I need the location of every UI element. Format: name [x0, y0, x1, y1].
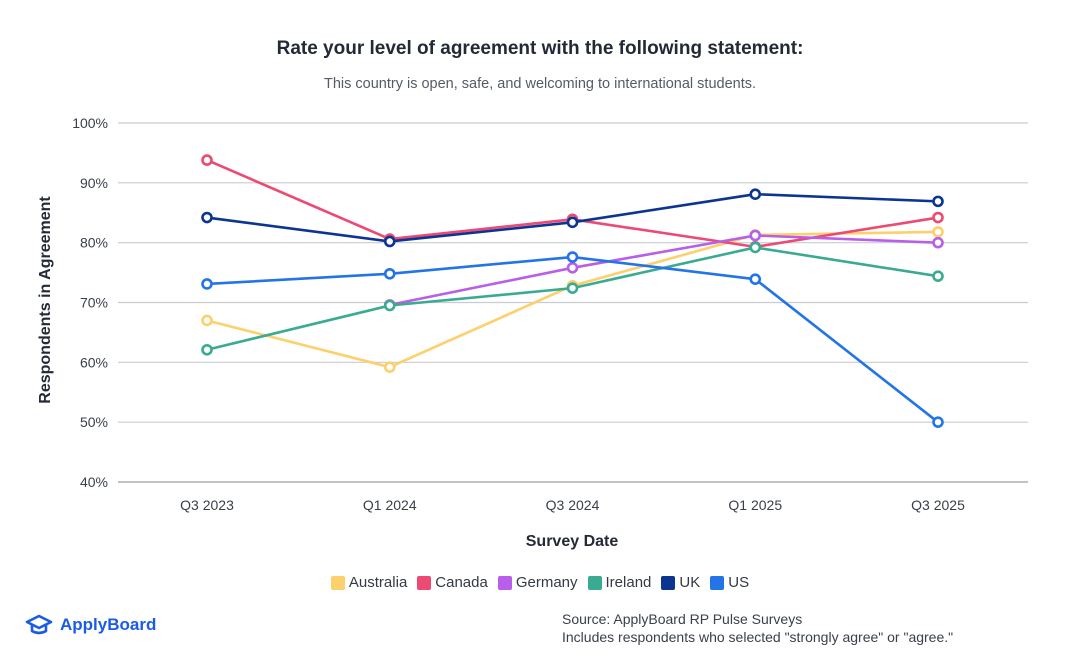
data-point-uk: [566, 216, 579, 229]
legend: Australia Canada Germany Ireland UK US: [0, 574, 1080, 591]
legend-item-uk: UK: [661, 574, 700, 591]
data-point-germany: [566, 261, 579, 274]
legend-item-us: US: [710, 574, 749, 591]
series-line-canada: [206, 158, 939, 249]
y-tick-label: 60%: [80, 354, 108, 370]
data-point-us: [201, 278, 213, 290]
x-tick-label: Q1 2024: [363, 497, 417, 513]
source-note: Source: ApplyBoard RP Pulse Surveys Incl…: [562, 610, 953, 646]
graduation-cap-icon: [25, 614, 53, 635]
chart-subtitle: This country is open, safe, and welcomin…: [323, 76, 757, 92]
legend-swatch: [497, 575, 512, 590]
legend-label: UK: [679, 574, 701, 591]
legend-label: Australia: [348, 574, 408, 591]
legend-label: Ireland: [605, 574, 652, 591]
source-line-2: Includes respondents who selected "stron…: [562, 629, 954, 645]
data-point-germany: [749, 229, 762, 242]
data-point-germany: [932, 236, 944, 249]
data-point-us: [932, 416, 944, 428]
x-tick-label: Q3 2023: [180, 497, 234, 513]
data-point-ireland: [749, 241, 762, 254]
data-point-uk: [932, 195, 944, 208]
applyboard-logo: ApplyBoard: [24, 614, 156, 636]
source-line-1: Source: ApplyBoard RP Pulse Surveys: [562, 611, 803, 627]
data-point-us: [383, 267, 396, 280]
legend-item-australia: Australia: [330, 574, 408, 591]
x-axis-label: Survey Date: [526, 533, 619, 550]
y-tick-label: 40%: [80, 474, 108, 490]
legend-item-ireland: Ireland: [587, 574, 652, 591]
legend-swatch: [710, 575, 725, 590]
y-tick-label: 90%: [80, 175, 108, 191]
data-point-uk: [201, 211, 213, 224]
legend-swatch: [330, 575, 345, 590]
data-point-uk: [749, 188, 762, 201]
legend-item-germany: Germany: [497, 574, 578, 591]
legend-swatch: [661, 575, 676, 590]
legend-label: US: [728, 574, 750, 591]
brand-name: ApplyBoard: [60, 615, 157, 634]
x-tick-label: Q3 2025: [911, 497, 965, 513]
y-tick-label: 80%: [80, 235, 108, 251]
data-point-australia: [932, 226, 944, 238]
y-tick-label: 50%: [80, 414, 108, 430]
data-point-us: [566, 251, 579, 263]
legend-label: Canada: [435, 574, 488, 591]
legend-item-canada: Canada: [417, 574, 488, 591]
data-point-ireland: [566, 282, 579, 294]
data-point-canada: [201, 154, 213, 166]
data-point-uk: [383, 235, 396, 248]
legend-swatch: [417, 575, 432, 590]
line-chart: 40% 50% 60% 70% 80% 90% 100% Q3 2023 Q1 2024 Q3 2…: [37, 115, 1028, 550]
data-point-ireland: [201, 343, 213, 356]
x-tick-label: Q1 2025: [728, 497, 782, 513]
legend-label: Germany: [515, 574, 578, 591]
legend-swatch: [587, 575, 602, 590]
y-tick-label: 100%: [72, 115, 108, 131]
y-axis-label: Respondents in Agreement: [37, 196, 54, 404]
data-point-canada: [932, 211, 944, 224]
data-point-australia: [201, 314, 213, 327]
series-line-germany: [389, 234, 939, 307]
data-point-australia: [383, 361, 396, 373]
data-point-ireland: [932, 270, 944, 282]
y-tick-label: 70%: [80, 295, 108, 311]
chart-title: Rate your level of agreement with the fo…: [276, 38, 804, 59]
data-point-ireland: [383, 299, 396, 312]
x-tick-label: Q3 2024: [546, 497, 600, 513]
data-point-us: [749, 273, 762, 285]
